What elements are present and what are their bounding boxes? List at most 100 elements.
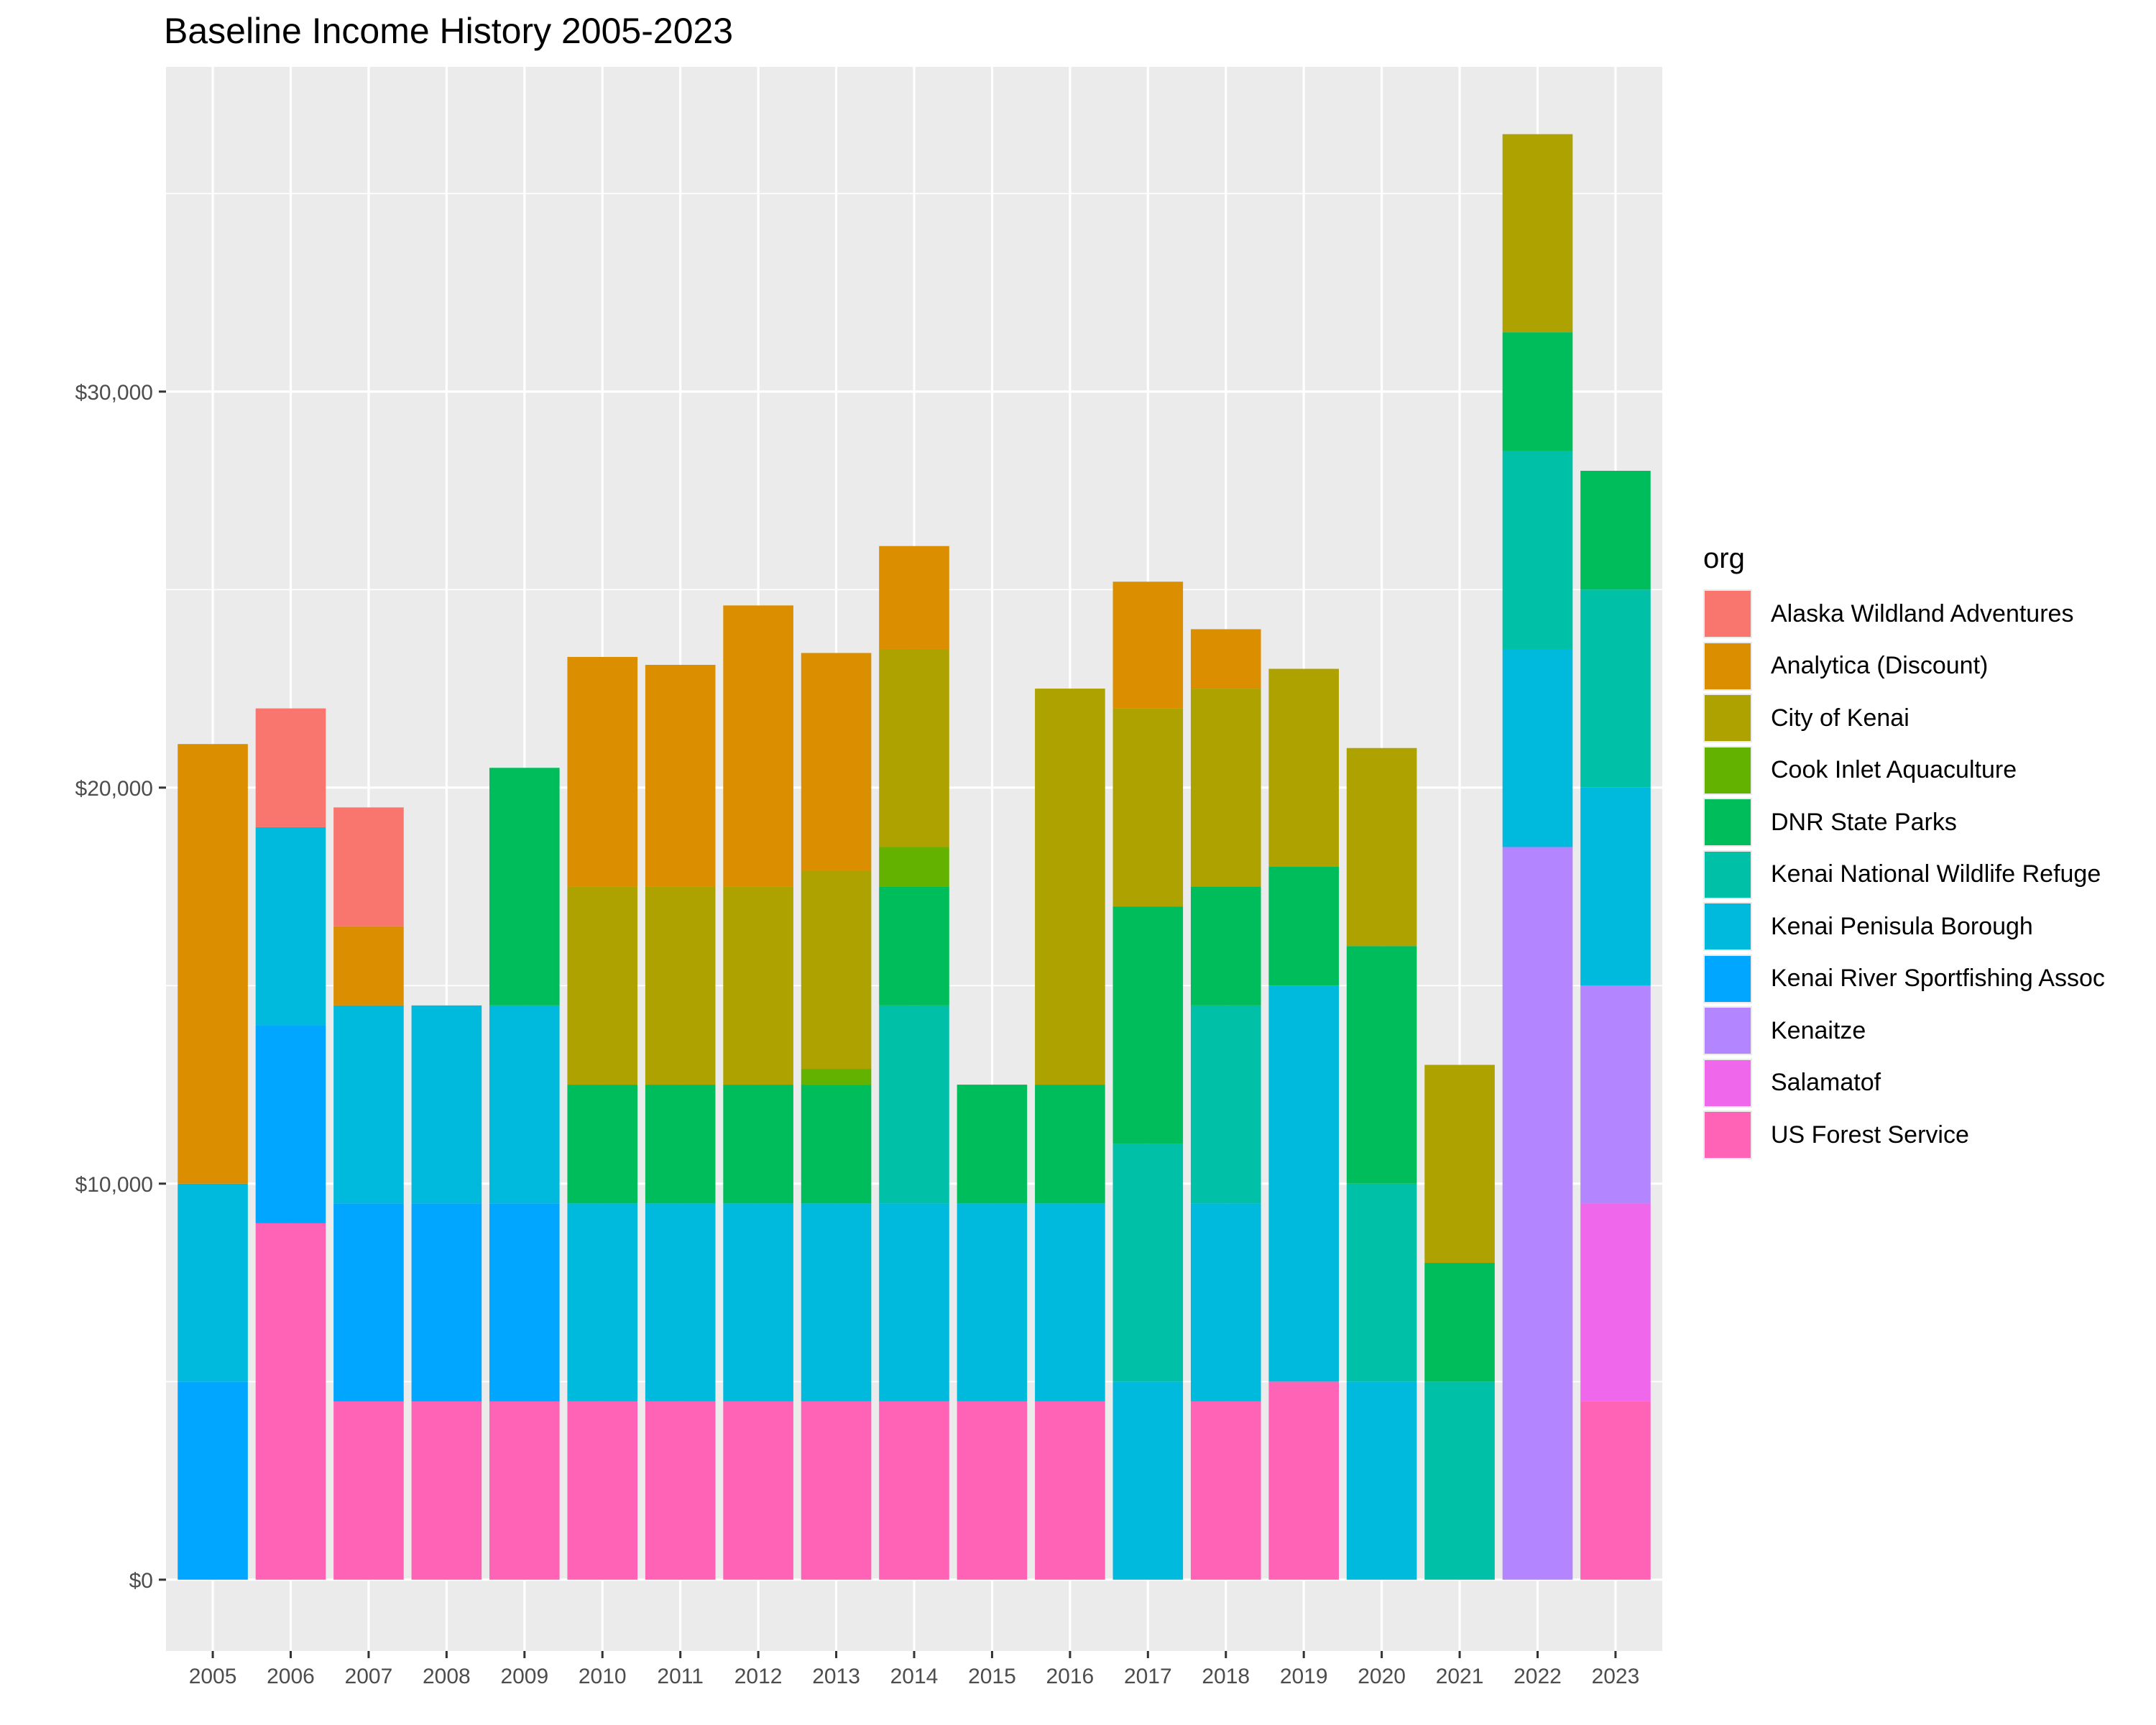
- bar-segment: Kenai National Wildlife Refuge 2014: 500…: [879, 1005, 949, 1204]
- x-tick-label: 2021: [1436, 1665, 1484, 1688]
- x-tick-label: 2005: [189, 1665, 237, 1688]
- legend-item: US Forest Service: [1703, 1109, 2105, 1162]
- bar-segment: Analytica (Discount) 2010: 5800: [567, 656, 638, 887]
- bar-segment: Kenai River Sportfishing Assoc 2009: 500…: [489, 1203, 560, 1402]
- bar-segment: DNR State Parks 2012: 3000: [723, 1085, 793, 1204]
- bar-segment: Kenai Penisula Borough 2006: 5000: [255, 827, 326, 1026]
- bar-segment: DNR State Parks 2018: 3000: [1190, 886, 1261, 1006]
- bar-segment: Kenai Penisula Borough 2022: 5000: [1502, 648, 1573, 847]
- legend-key: [1703, 798, 1752, 847]
- legend-key: [1703, 641, 1752, 691]
- bar-segment: US Forest Service 2006: 9000: [255, 1223, 326, 1580]
- bar-segment: DNR State Parks 2009: 6000: [489, 768, 560, 1006]
- bar-segment: Analytica (Discount) 2013: 5500: [801, 653, 872, 871]
- y-axis: $0 $10,000 $20,000 $30,000: [75, 381, 166, 1593]
- legend-swatch: [1705, 851, 1751, 898]
- bar-segment: US Forest Service 2016: 4500: [1035, 1401, 1105, 1580]
- legend-items: Alaska Wildland Adventures Analytica (Dis…: [1703, 588, 2105, 1162]
- legend-label: Kenai National Wildlife Refuge: [1771, 860, 2101, 888]
- bar-segment: Kenaitze 2023: 5500: [1580, 985, 1651, 1204]
- bar-segment: Analytica (Discount) 2005: 11100: [178, 744, 248, 1184]
- x-tick-label: 2007: [345, 1665, 393, 1688]
- bar-segment: Kenai Penisula Borough 2017: 5000: [1112, 1381, 1184, 1580]
- bar-segment: City of Kenai 2022: 5000: [1502, 134, 1573, 333]
- x-tick-label: 2008: [423, 1665, 471, 1688]
- legend-swatch: [1705, 643, 1751, 689]
- bar-segment: Kenai National Wildlife Refuge 2022: 500…: [1502, 451, 1573, 649]
- bar-segment: DNR State Parks 2022: 3000: [1502, 332, 1573, 451]
- bar-segment: Kenai National Wildlife Refuge 2018: 500…: [1190, 1005, 1261, 1204]
- x-axis: 2005 2006 2007 2008 2009 2010 2011 2012 2013 2014…: [189, 1651, 1640, 1688]
- legend-swatch: [1705, 695, 1751, 742]
- bar-segment: Kenai National Wildlife Refuge 2023: 500…: [1580, 589, 1651, 788]
- bar-segment: Cook Inlet Aquaculture 2014: 1000: [879, 847, 949, 887]
- bar-segment: US Forest Service 2018: 4500: [1190, 1401, 1261, 1580]
- x-tick-label: 2016: [1046, 1665, 1095, 1688]
- bar-segment: US Forest Service 2007: 4500: [333, 1401, 404, 1580]
- bar-segment: Salamatof 2023: 5000: [1580, 1203, 1651, 1402]
- legend-swatch: [1705, 799, 1751, 846]
- legend-key: [1703, 589, 1752, 639]
- bar-segment: DNR State Parks 2023: 3000: [1580, 471, 1651, 590]
- y-tick-label: $30,000: [75, 381, 153, 405]
- legend-key: [1703, 1110, 1752, 1160]
- bar-segment: US Forest Service 2011: 4500: [645, 1401, 716, 1580]
- bar-segment: DNR State Parks 2017: 6000: [1112, 906, 1184, 1144]
- legend-item: Alaska Wildland Adventures: [1703, 588, 2105, 640]
- bar-segment: Kenai Penisula Borough 2011: 5000: [645, 1203, 716, 1402]
- bar-segment: DNR State Parks 2015: 3000: [957, 1085, 1028, 1204]
- bar-segment: US Forest Service 2019: 5000: [1268, 1381, 1339, 1580]
- legend-swatch: [1705, 903, 1751, 950]
- bar-segment: US Forest Service 2009: 4500: [489, 1401, 560, 1580]
- bar-segment: Analytica (Discount) 2007: 2000: [333, 926, 404, 1006]
- legend-key: [1703, 1058, 1752, 1108]
- bar-segment: Kenai National Wildlife Refuge 2017: 600…: [1112, 1144, 1184, 1382]
- legend-label: Kenai River Sportfishing Assoc: [1771, 965, 2105, 993]
- bar-segment: Kenai River Sportfishing Assoc 2008: 500…: [411, 1203, 482, 1402]
- bar-segment: DNR State Parks 2013: 3000: [801, 1085, 872, 1204]
- legend-item: City of Kenai: [1703, 692, 2105, 745]
- bar-segment: City of Kenai 2010: 5000: [567, 886, 638, 1085]
- bar-segment: DNR State Parks 2019: 3000: [1268, 867, 1339, 986]
- legend-label: City of Kenai: [1771, 704, 1909, 732]
- bar-segment: US Forest Service 2012: 4500: [723, 1401, 793, 1580]
- bar-segment: City of Kenai 2014: 5000: [879, 648, 949, 847]
- bar-segment: Alaska Wildland Adventures 2007: 3000: [333, 807, 404, 926]
- legend-item: Cook Inlet Aquaculture: [1703, 745, 2105, 797]
- x-tick-label: 2010: [579, 1665, 627, 1688]
- legend-item: DNR State Parks: [1703, 796, 2105, 849]
- legend-label: Kenai Penisula Borough: [1771, 912, 2033, 940]
- bar-segment: DNR State Parks 2020: 6000: [1346, 946, 1417, 1184]
- x-tick-label: 2012: [734, 1665, 783, 1688]
- bar-segment: Kenai Penisula Borough 2020: 5000: [1346, 1381, 1417, 1580]
- legend-label: Analytica (Discount): [1771, 652, 1989, 680]
- legend-swatch: [1705, 1059, 1751, 1106]
- bar-segment: City of Kenai 2018: 5000: [1190, 689, 1261, 887]
- x-tick-label: 2020: [1358, 1665, 1406, 1688]
- x-tick-label: 2014: [890, 1665, 939, 1688]
- bar-segment: City of Kenai 2021: 5000: [1424, 1064, 1495, 1264]
- bar-segment: Kenai Penisula Borough 2023: 5000: [1580, 787, 1651, 986]
- bar-segment: City of Kenai 2019: 5000: [1268, 668, 1339, 868]
- bar-segment: DNR State Parks 2021: 3000: [1424, 1263, 1495, 1382]
- bar-segment: Kenai Penisula Borough 2019: 10000: [1268, 985, 1339, 1382]
- bar-segment: Kenai Penisula Borough 2014: 5000: [879, 1203, 949, 1402]
- bar-segment: Analytica (Discount) 2017: 3200: [1112, 581, 1184, 709]
- legend-item: Kenaitze: [1703, 1005, 2105, 1057]
- y-tick-label: $0: [129, 1569, 153, 1593]
- legend-label: DNR State Parks: [1771, 808, 1957, 836]
- legend-swatch: [1705, 591, 1751, 638]
- bar-segment: Analytica (Discount) 2012: 7100: [723, 605, 793, 887]
- bar-segment: Kenai River Sportfishing Assoc 2005: 500…: [178, 1381, 248, 1580]
- bar-segment: Kenaitze 2022: 18500: [1502, 847, 1573, 1580]
- bar-segment: City of Kenai 2013: 5000: [801, 870, 872, 1070]
- bar-segment: Kenai Penisula Borough 2005: 5000: [178, 1183, 248, 1382]
- bar-segment: Kenai Penisula Borough 2009: 5000: [489, 1005, 560, 1204]
- x-tick-label: 2006: [267, 1665, 315, 1688]
- x-tick-label: 2023: [1592, 1665, 1640, 1688]
- legend-key: [1703, 745, 1752, 795]
- legend: org Alaska Wildland Adventures Analytica …: [1703, 543, 2105, 1162]
- x-tick-label: 2013: [812, 1665, 860, 1688]
- legend-item: Analytica (Discount): [1703, 640, 2105, 693]
- bar-segment: Kenai Penisula Borough 2016: 5000: [1035, 1203, 1105, 1402]
